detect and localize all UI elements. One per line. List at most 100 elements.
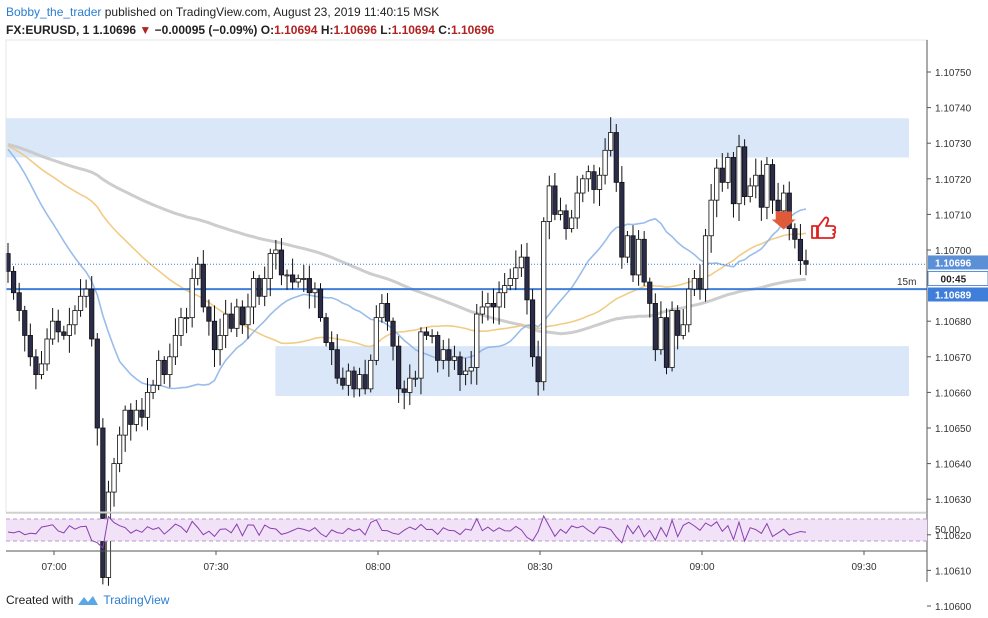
time-tick-label: 07:30 xyxy=(203,562,228,573)
candle-body xyxy=(77,295,84,311)
candle-body xyxy=(563,210,569,230)
author-link[interactable]: Bobby_the_trader xyxy=(6,5,102,19)
candle-body xyxy=(72,310,78,326)
candle-body xyxy=(468,367,474,372)
candle-body xyxy=(396,345,402,390)
price-tick-label: 1.10600 xyxy=(935,602,972,613)
candle-body xyxy=(340,377,346,386)
rsi-tick-label: 50.00 xyxy=(935,525,960,536)
timer-tag-bg xyxy=(927,270,988,286)
tradingview-link[interactable]: TradingView xyxy=(103,593,170,607)
candle-body xyxy=(301,278,307,280)
candle-body xyxy=(641,238,647,283)
candle-body xyxy=(769,164,776,201)
candle-body xyxy=(161,359,167,375)
candle-body xyxy=(66,324,72,336)
candle-body xyxy=(94,338,100,429)
candle-body xyxy=(792,228,798,240)
candle-body xyxy=(306,278,312,294)
price-tick-label: 1.10700 xyxy=(935,246,972,257)
price-tick-label: 1.10640 xyxy=(935,460,972,471)
level-interval-label: 15m xyxy=(897,277,916,288)
candle-body xyxy=(635,238,642,276)
candle-body xyxy=(624,235,631,258)
candle-body xyxy=(446,349,452,361)
candle-body xyxy=(206,306,212,322)
candle-body xyxy=(758,174,764,208)
candle-body xyxy=(312,288,318,294)
time-tick-label: 08:00 xyxy=(365,562,390,573)
publisher-line: Bobby_the_trader published on TradingVie… xyxy=(6,4,439,20)
candle-body xyxy=(423,331,430,336)
candle-body xyxy=(156,359,162,386)
price-tick-label: 1.10610 xyxy=(935,566,972,577)
candle-body xyxy=(596,174,603,190)
candle-body xyxy=(22,310,28,336)
candle-body xyxy=(518,256,524,269)
candle-body xyxy=(719,167,725,183)
candle-body xyxy=(557,210,564,215)
price-tick-label: 1.10730 xyxy=(935,139,972,150)
candle-body xyxy=(27,335,33,358)
zone-rect xyxy=(6,118,909,158)
candle-body xyxy=(139,409,145,418)
candle-body xyxy=(362,374,368,390)
candle-body xyxy=(295,278,301,283)
price-tick-label: 1.10740 xyxy=(935,104,972,115)
last-price-tag: 1.10696 xyxy=(935,258,972,269)
candle-body xyxy=(747,185,753,197)
candle-body xyxy=(580,178,586,194)
candle-body xyxy=(379,302,385,319)
candle-body xyxy=(585,171,591,180)
candle-body xyxy=(647,281,653,304)
candle-body xyxy=(150,384,156,393)
candle-body xyxy=(418,331,424,379)
candle-body xyxy=(290,274,296,283)
candle-body xyxy=(211,320,218,351)
candle-body xyxy=(223,313,229,336)
candle-body xyxy=(496,292,502,308)
candle-body xyxy=(33,356,39,375)
candle-body xyxy=(345,370,352,386)
candle-body xyxy=(234,306,240,329)
candle-body xyxy=(200,263,206,308)
candle-body xyxy=(652,302,658,351)
created-with-text: Created with xyxy=(6,593,74,607)
open-value: 1.10694 xyxy=(274,23,318,37)
candle-body xyxy=(613,132,619,183)
candle-body xyxy=(128,409,134,425)
candle-body xyxy=(451,356,458,361)
price-tick-label: 1.10670 xyxy=(935,353,972,364)
candle-body xyxy=(803,260,809,265)
time-tick-label: 08:30 xyxy=(527,562,552,573)
footer: Created with TradingView xyxy=(6,592,169,608)
candle-body xyxy=(781,192,787,212)
candle-body xyxy=(591,171,597,190)
candle-body xyxy=(702,235,709,290)
candle-body xyxy=(658,317,664,351)
candle-body xyxy=(83,288,89,297)
candle-body xyxy=(144,391,151,418)
candle-body xyxy=(736,146,742,205)
candle-body xyxy=(228,313,234,329)
down-arrow-icon xyxy=(771,211,796,230)
candle-body xyxy=(714,167,720,201)
price-change: −0.00095 (−0.09%) xyxy=(154,23,258,37)
candle-body xyxy=(680,324,686,336)
candle-body xyxy=(317,288,324,319)
candle-body xyxy=(630,235,636,276)
symbol-ohlc-line: FX:EURUSD, 1 1.10696 ▼ −0.00095 (−0.09%)… xyxy=(6,22,494,38)
candle-body xyxy=(663,317,670,368)
ma-mid-line xyxy=(7,145,807,348)
candle-body xyxy=(217,335,223,351)
candle-body xyxy=(786,192,792,230)
candle-body xyxy=(753,174,759,187)
candle-body xyxy=(797,238,804,262)
tradingview-logo-icon xyxy=(78,596,99,605)
candle-body xyxy=(245,306,251,326)
price-tick-label: 1.10720 xyxy=(935,175,972,186)
candle-body xyxy=(10,270,17,294)
candle-body xyxy=(356,374,363,390)
candle-body xyxy=(686,288,692,326)
